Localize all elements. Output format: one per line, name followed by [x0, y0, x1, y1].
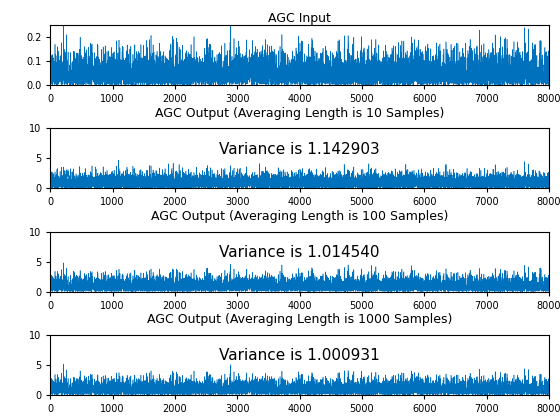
Text: Variance is 1.142903: Variance is 1.142903	[219, 142, 380, 157]
Text: Variance is 1.014540: Variance is 1.014540	[220, 245, 380, 260]
Text: Variance is 1.000931: Variance is 1.000931	[219, 348, 380, 363]
Title: AGC Input: AGC Input	[268, 12, 331, 25]
X-axis label: AGC Output (Averaging Length is 100 Samples): AGC Output (Averaging Length is 100 Samp…	[151, 210, 449, 223]
X-axis label: AGC Output (Averaging Length is 1000 Samples): AGC Output (Averaging Length is 1000 Sam…	[147, 313, 452, 326]
X-axis label: AGC Output (Averaging Length is 10 Samples): AGC Output (Averaging Length is 10 Sampl…	[155, 107, 444, 120]
